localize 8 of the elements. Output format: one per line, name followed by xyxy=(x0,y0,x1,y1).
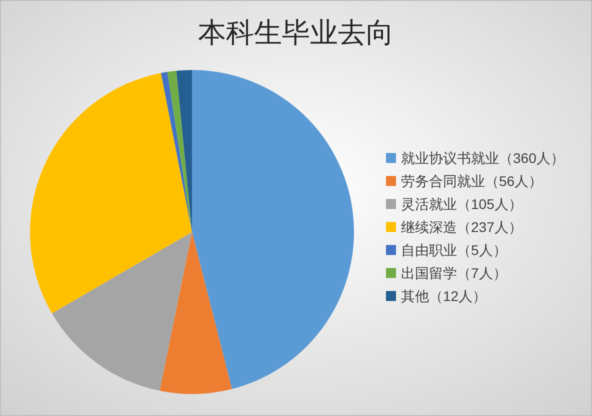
legend-label: 就业协议书就业（360人） xyxy=(401,150,564,166)
legend-label: 自由职业（5人） xyxy=(401,242,507,258)
legend-label: 灵活就业（105人） xyxy=(401,196,522,212)
legend-label: 劳务合同就业（56人） xyxy=(401,173,543,189)
title: 本科生毕业去向 xyxy=(198,18,394,49)
legend-label: 继续深造（237人） xyxy=(401,219,522,235)
legend-label: 出国留学（7人） xyxy=(401,265,507,281)
legend-label: 其他（12人） xyxy=(401,288,487,304)
